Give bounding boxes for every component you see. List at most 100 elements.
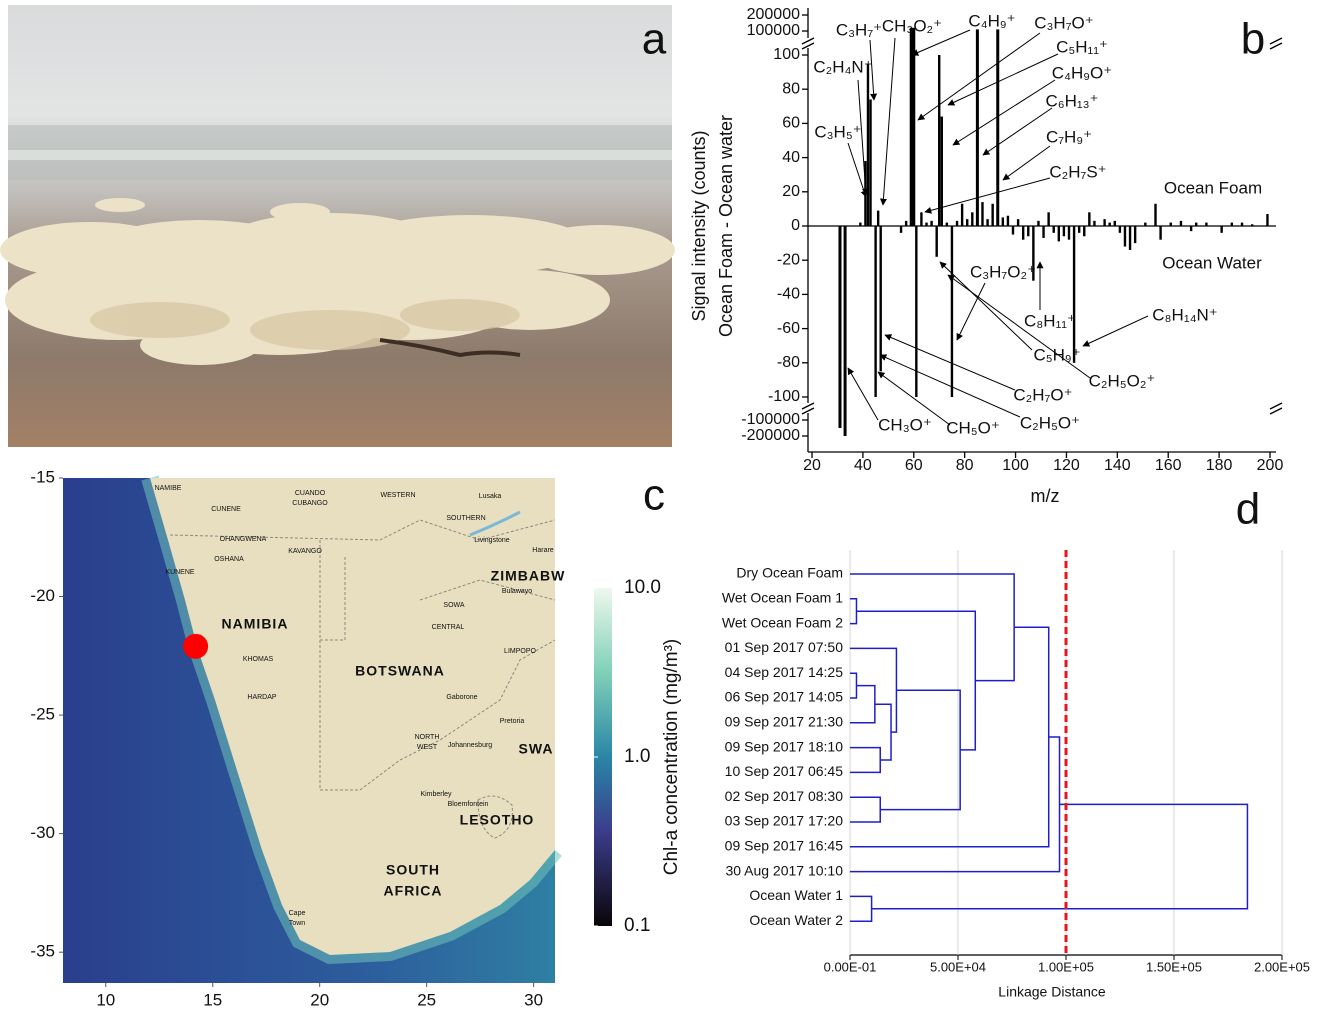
x-tick-label: 180 [1206, 457, 1233, 474]
colorbar-tick-label: 1.0 [624, 746, 650, 767]
map-label: NAMIBE [155, 485, 182, 492]
bar [920, 212, 923, 226]
bar [935, 226, 938, 257]
y-tick-label: -100000 [741, 411, 800, 428]
y-tick-label: -200000 [741, 427, 800, 444]
bar [981, 202, 984, 226]
y-tick-label: -100 [768, 388, 800, 405]
x-tick-label: 160 [1155, 457, 1182, 474]
map-label: CUANDO [295, 490, 326, 497]
y-tick-label: 80 [782, 80, 800, 97]
map-label: KHOMAS [243, 656, 274, 663]
x-tick-label: 25 [417, 990, 436, 1009]
bar [1133, 226, 1137, 244]
annotation: CH₃O₂⁺ [882, 16, 942, 35]
bar [1052, 226, 1055, 233]
dendrogram-link [850, 796, 881, 823]
bar [1123, 226, 1127, 247]
annotation: Ocean Foam [1164, 178, 1262, 197]
colorbar-label: Chl-a concentration (mg/m³) [661, 639, 682, 876]
map-label: SOWA [443, 602, 464, 609]
dendrogram-link [850, 672, 858, 699]
bar [966, 219, 969, 226]
y-tick-label: -60 [777, 320, 800, 337]
y-axis-label: Ocean Foam - Ocean water [716, 115, 736, 337]
map-label: ZIMBABW [491, 568, 566, 584]
bar [1021, 226, 1025, 240]
x-tick-label: 1.00E+05 [1038, 959, 1094, 974]
annotation: C₅H₁₁⁺ [1056, 37, 1108, 56]
annotation-arrow [947, 274, 1091, 379]
x-tick-label: 120 [1053, 457, 1080, 474]
bar [1230, 222, 1234, 226]
map-label: SOUTH [386, 862, 440, 878]
bar [1195, 222, 1198, 226]
leaf-label: 09 Sep 2017 16:45 [725, 838, 844, 854]
leaf-label: 09 Sep 2017 18:10 [725, 738, 844, 754]
map-label: LESOTHO [460, 812, 535, 828]
bar [843, 226, 847, 436]
annotation-arrow [869, 39, 878, 101]
axis-break [1269, 37, 1283, 415]
bar [1067, 226, 1071, 240]
y-tick-label: 40 [782, 149, 800, 166]
bar [1103, 219, 1106, 226]
bar [986, 219, 989, 226]
bar [1189, 226, 1193, 232]
dendrogram-link [880, 689, 961, 811]
map-label: WEST [417, 744, 438, 751]
bar [1011, 226, 1015, 235]
map-label: CUNENE [211, 506, 241, 513]
leaf-label: 01 Sep 2017 07:50 [725, 639, 844, 655]
map-label: Johannesburg [448, 742, 492, 749]
map-label: NAMIBIA [222, 616, 289, 632]
annotation: C₆H₁₃⁺ [1045, 91, 1098, 110]
bar [1057, 226, 1061, 242]
y-tick-label: -20 [30, 586, 55, 605]
annotation-arrow [879, 354, 1021, 418]
bar [930, 220, 933, 226]
x-tick-label: 20 [310, 990, 329, 1009]
map-label: Pretoria [500, 718, 525, 725]
y-tick-label: 20 [782, 183, 800, 200]
dendrogram-link [850, 746, 881, 774]
annotation: C₄H₉O⁺ [1052, 63, 1112, 82]
y-tick-label: -35 [30, 942, 55, 961]
map-label: KUNENE [165, 569, 195, 576]
y-tick-label: 0 [791, 217, 800, 234]
bar [1062, 226, 1066, 237]
bar [1128, 226, 1132, 250]
map-label: Bulawayo [502, 588, 532, 595]
map-label: LIMPOPO [504, 648, 536, 655]
annotation-arrow [879, 37, 896, 206]
annotation: C₈H₁₁⁺ [1024, 311, 1076, 330]
photo [0, 5, 675, 447]
bar [879, 226, 882, 372]
annotation: C₂H₅O⁺ [1020, 413, 1080, 432]
bar [1006, 215, 1010, 226]
annotation-arrow [1002, 145, 1051, 181]
annotation: CH₃O⁺ [878, 415, 932, 434]
leaf-label: Ocean Water 2 [749, 912, 843, 928]
map-label: KAVANGO [288, 548, 322, 555]
leaf-label: 10 Sep 2017 06:45 [725, 763, 844, 779]
bar [1042, 226, 1045, 238]
map-label: Town [289, 920, 305, 927]
bar [1093, 220, 1096, 226]
annotation: C₃H₇O⁺ [1034, 13, 1094, 32]
map-label: CUBANGO [292, 500, 328, 507]
annotation: C₅H₉⁺ [1033, 345, 1080, 364]
colorbar-tick-label: 10.0 [624, 577, 661, 598]
bar [1072, 226, 1076, 363]
annotation-arrow [982, 107, 1053, 156]
bar [1037, 220, 1040, 226]
x-tick-label: 200 [1257, 457, 1284, 474]
bar [1205, 222, 1208, 226]
bar [975, 29, 979, 227]
bar [945, 222, 949, 226]
bar [960, 203, 964, 226]
annotation-arrow [952, 79, 1056, 146]
annotation-arrow [917, 32, 1041, 121]
